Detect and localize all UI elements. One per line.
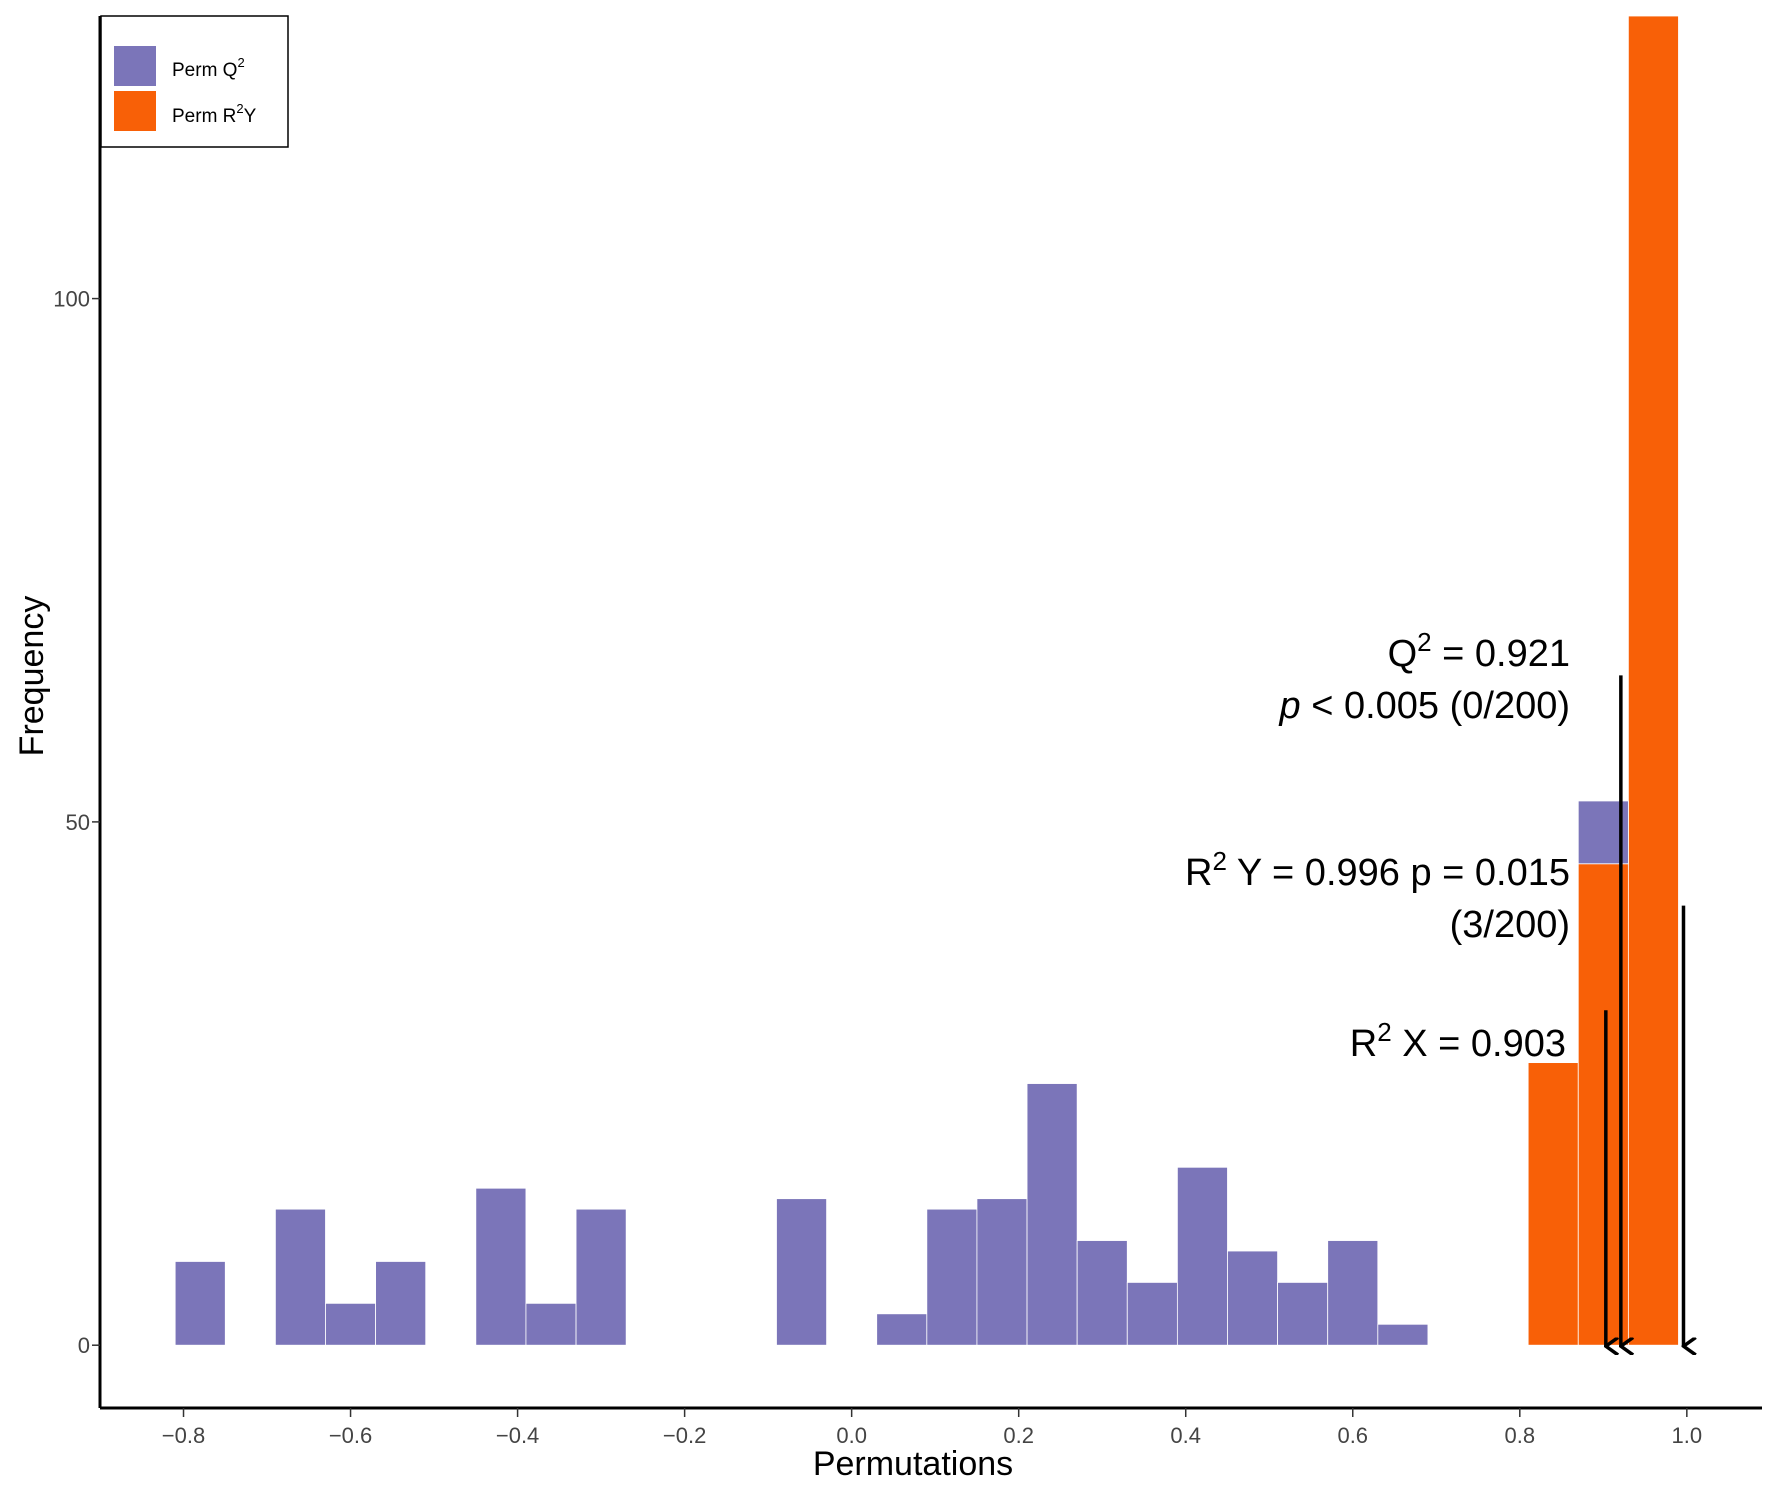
legend: Perm Q2 Perm R2Y <box>100 15 289 148</box>
annotation-arrows <box>1604 675 1684 1346</box>
annotation-q2-line1: Q2 = 0.921 <box>1388 627 1570 675</box>
bar-q2-18 <box>1377 1323 1429 1346</box>
x-tick-label: 0.2 <box>1003 1423 1034 1448</box>
bar-q2-5 <box>525 1302 577 1346</box>
x-tick-label: −0.8 <box>162 1423 205 1448</box>
histogram-bars <box>174 15 1679 1346</box>
bar-q2-6 <box>575 1208 627 1346</box>
bar-q2-11 <box>1026 1083 1078 1346</box>
bar-q2-15 <box>1227 1250 1278 1346</box>
x-tick-label: 0.6 <box>1337 1423 1368 1448</box>
bar-q2-8 <box>876 1313 928 1346</box>
bar-q2-10 <box>976 1198 1028 1346</box>
axes <box>98 16 1762 1410</box>
x-axis-title: Permutations <box>813 1445 1013 1483</box>
y-axis-title: Frequency <box>13 596 51 757</box>
legend-label-r2y: Perm R2Y <box>172 101 257 127</box>
y-axis-ticks: 0 50 100 <box>53 287 100 1358</box>
annotations: Q2 = 0.921 p < 0.005 (0/200) R2 Y = 0.99… <box>1185 627 1570 1065</box>
bar-q2-17 <box>1327 1240 1379 1346</box>
bar-q2-4 <box>475 1187 527 1346</box>
annotation-r2y-line1: R2 Y = 0.996 p = 0.015 <box>1185 846 1570 894</box>
bar-q2-9 <box>926 1208 978 1346</box>
bar-r2y-0 <box>1527 1062 1579 1346</box>
legend-swatch-q2 <box>114 46 156 86</box>
bar-q2-7 <box>776 1198 828 1346</box>
bar-q2-3 <box>375 1261 427 1346</box>
annotation-r2y-line2: (3/200) <box>1450 904 1570 946</box>
x-tick-label: 0.8 <box>1505 1423 1536 1448</box>
x-tick-label: 0.4 <box>1170 1423 1201 1448</box>
x-tick-label: −0.2 <box>663 1423 706 1448</box>
y-tick-label: 0 <box>78 1333 90 1358</box>
bar-q2-2 <box>325 1302 377 1346</box>
bar-q2-16 <box>1277 1282 1329 1346</box>
bar-r2y-2 <box>1627 15 1679 1346</box>
y-tick-label: 50 <box>66 810 90 835</box>
legend-label-q2: Perm Q2 <box>172 55 245 81</box>
x-tick-label: 1.0 <box>1672 1423 1703 1448</box>
x-axis-ticks: −0.8 −0.6 −0.4 −0.2 0.0 0.2 0.4 0.6 0.8 1.0 <box>162 1408 1702 1448</box>
annotation-r2x-line1: R2 X = 0.903 <box>1350 1017 1566 1065</box>
bar-q2-0 <box>174 1261 226 1346</box>
bar-q2-12 <box>1076 1240 1128 1346</box>
x-tick-label: −0.4 <box>496 1423 539 1448</box>
x-tick-label: 0.0 <box>836 1423 867 1448</box>
bar-q2-1 <box>274 1208 326 1346</box>
legend-swatch-r2y <box>114 91 156 131</box>
y-tick-label: 100 <box>53 287 90 312</box>
annotation-q2-line2: p < 0.005 (0/200) <box>1279 685 1571 727</box>
x-tick-label: −0.6 <box>329 1423 372 1448</box>
bar-q2-13 <box>1126 1282 1178 1346</box>
bar-q2-14 <box>1176 1166 1228 1346</box>
